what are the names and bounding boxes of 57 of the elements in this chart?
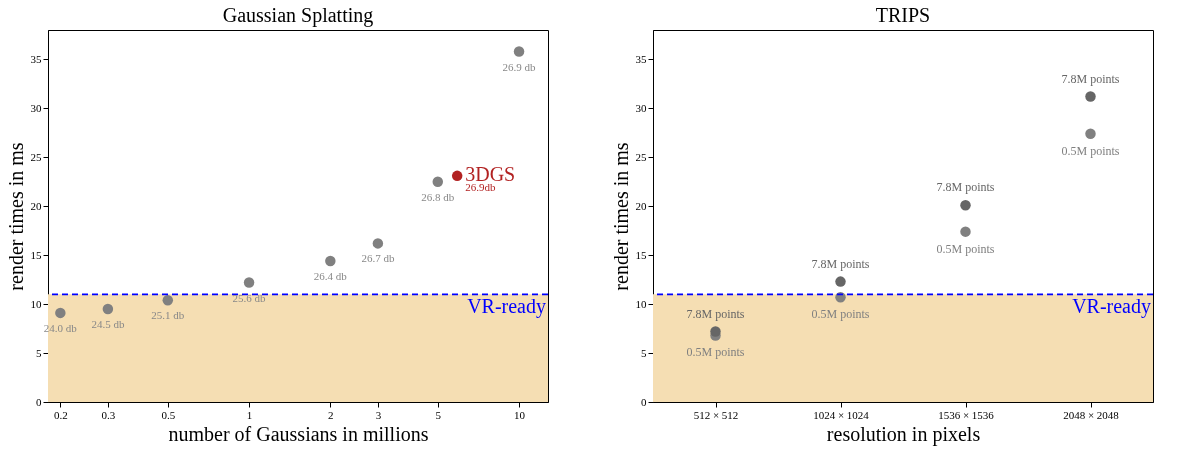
point <box>960 200 971 211</box>
x-axis-title: number of Gaussians in millions <box>168 422 429 445</box>
y-tick-label: 5 <box>641 346 647 359</box>
annotation: 26.4 db <box>313 270 348 283</box>
y-axis-title: render times in ms <box>4 142 27 291</box>
text: 0.5M points <box>811 307 870 322</box>
y-tick-label: 0 <box>641 395 647 408</box>
y-tick-label: 35 <box>635 52 647 65</box>
x-tick-label: 0.2 <box>53 408 68 421</box>
y-tick-label: 30 <box>30 101 42 114</box>
x-tick-label: 2048 × 2048 <box>1063 408 1120 421</box>
annotation: 25.1 db <box>151 309 185 322</box>
x-tick-label: 10 <box>514 408 526 421</box>
point <box>835 276 846 287</box>
chart-title: TRIPS <box>875 4 931 26</box>
text: 7.8M points <box>811 256 870 271</box>
y-tick-label: 30 <box>635 101 647 114</box>
y-tick-label: 0 <box>36 395 42 408</box>
x-tick-label: 0.5 <box>161 408 176 421</box>
y-tick-label: 10 <box>30 297 42 310</box>
annotation: 26.7 db <box>361 252 395 265</box>
point <box>1085 91 1096 102</box>
x-tick-label: 1024 × 1024 <box>813 408 870 421</box>
annotation: 25.6 db <box>232 291 267 304</box>
x-tick-label: 1536 × 1536 <box>938 408 995 421</box>
x-tick-label: 512 × 512 <box>693 408 739 421</box>
ref-line-label: VR-ready <box>467 295 546 319</box>
point <box>710 326 721 337</box>
y-tick-label: 15 <box>635 248 647 261</box>
y-tick-label: 10 <box>635 297 647 310</box>
y-tick-label: 20 <box>635 199 647 212</box>
y-axis-title: render times in ms <box>609 142 632 291</box>
point <box>1085 128 1096 139</box>
annotation: 26.8 db <box>421 190 455 203</box>
y-tick-label: 25 <box>30 150 42 163</box>
chart-title: Gaussian Splatting <box>222 4 374 27</box>
annotation: 24.5 db <box>91 318 125 330</box>
point <box>960 226 971 237</box>
x-tick-label: 5 <box>435 408 442 421</box>
series-label: 0.5M points <box>686 345 745 360</box>
text: 0.5M points <box>936 241 995 256</box>
y-tick-label: 5 <box>36 346 42 359</box>
y-tick-label: 20 <box>30 199 42 212</box>
y-tick-label: 35 <box>30 52 42 65</box>
x-tick-label: 3 <box>375 408 382 421</box>
text: 7.8M points <box>1061 71 1120 86</box>
series-label: 7.8M points <box>686 306 745 321</box>
x-tick-label: 2 <box>328 408 334 421</box>
x-tick-label: 1 <box>246 408 253 421</box>
x-axis-title: resolution in pixels <box>826 422 981 446</box>
x-tick-label: 0.3 <box>101 408 116 421</box>
ref-line-label: VR-ready <box>1072 295 1151 319</box>
text: 0.5M points <box>1061 143 1120 158</box>
y-tick-label: 25 <box>635 150 647 163</box>
y-tick-label: 15 <box>30 248 42 261</box>
text: 7.8M points <box>936 180 995 195</box>
annotation: 26.9 db <box>502 60 537 73</box>
